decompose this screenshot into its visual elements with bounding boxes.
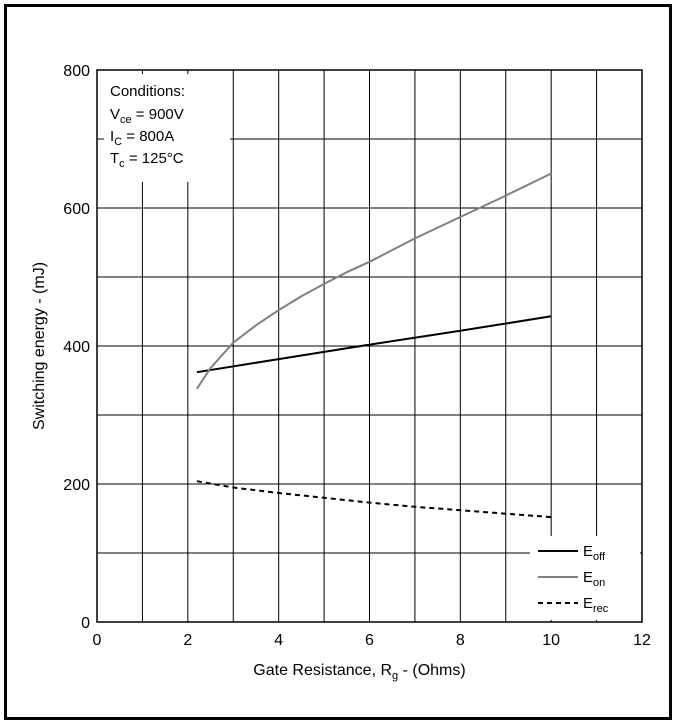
conditions-title: Conditions: bbox=[110, 83, 185, 100]
x-tick-label: 10 bbox=[542, 632, 560, 649]
x-axis-label: Gate Resistance, Rg - (Ohms) bbox=[253, 662, 465, 682]
x-tick-label: 12 bbox=[633, 632, 651, 649]
x-tick-label: 2 bbox=[183, 632, 192, 649]
y-tick-label: 400 bbox=[63, 339, 90, 356]
conditions-box bbox=[104, 74, 230, 182]
legend-label-eoff: Eoff bbox=[583, 543, 606, 563]
y-tick-label: 600 bbox=[63, 201, 90, 218]
condition-line: IC = 800A bbox=[110, 128, 174, 148]
y-ticks: 0 200 400 600 800 bbox=[63, 63, 90, 632]
series-line-eon bbox=[196, 172, 552, 390]
x-tick-label: 6 bbox=[365, 632, 374, 649]
x-tick-label: 0 bbox=[93, 632, 102, 649]
legend: Eoff Eon Erec bbox=[538, 543, 609, 615]
series-line-erec bbox=[196, 480, 552, 519]
x-tick-label: 4 bbox=[274, 632, 283, 649]
x-ticks: 0 2 4 6 8 10 12 bbox=[93, 632, 651, 649]
plot-border bbox=[96, 69, 643, 623]
grid bbox=[97, 70, 642, 622]
legend-label-erec: Erec bbox=[583, 595, 609, 615]
condition-line: Tc = 125°C bbox=[110, 150, 184, 170]
y-tick-label: 0 bbox=[81, 615, 90, 632]
y-axis-label: Switching energy - (mJ) bbox=[31, 262, 48, 430]
y-tick-label: 800 bbox=[63, 63, 90, 80]
condition-line: Vce = 900V bbox=[110, 106, 184, 126]
series-lines bbox=[196, 172, 552, 519]
y-tick-label: 200 bbox=[63, 477, 90, 494]
legend-label-eon: Eon bbox=[583, 569, 605, 589]
series-line-eoff bbox=[196, 315, 552, 374]
x-tick-label: 8 bbox=[456, 632, 465, 649]
